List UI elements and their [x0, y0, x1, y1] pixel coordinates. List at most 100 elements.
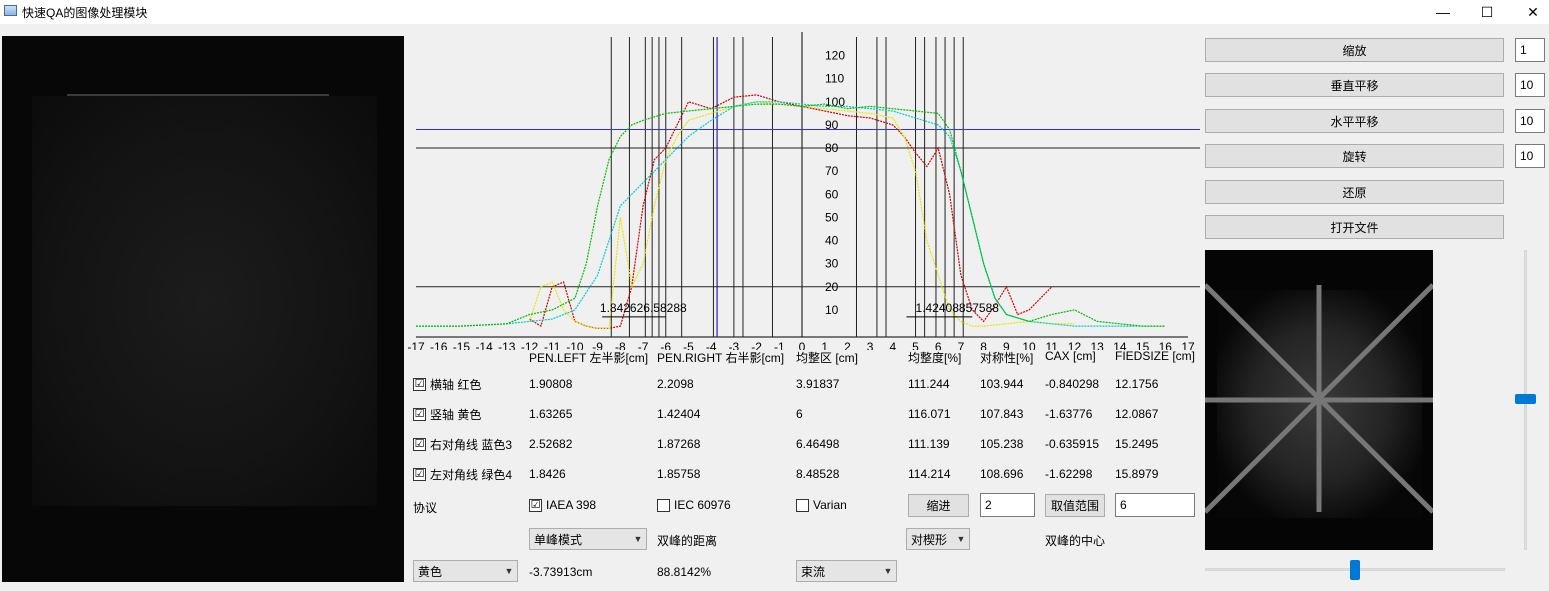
checkbox-box[interactable]: ☑: [529, 498, 542, 512]
indent-button[interactable]: 缩进: [908, 494, 969, 517]
vertical-shift-input[interactable]: 10: [1515, 73, 1545, 97]
open-file-button[interactable]: 打开文件: [1205, 215, 1504, 239]
row1-fieldsize: 12.1756: [1115, 377, 1159, 391]
vertical-slider-thumb[interactable]: [1515, 394, 1536, 404]
chevron-down-icon: ▼: [633, 534, 643, 544]
y-tick-label: 10: [825, 303, 839, 317]
header-cax: CAX [cm]: [1045, 349, 1096, 363]
window-title: 快速QA的图像处理模块: [22, 6, 148, 20]
row1-symmetry: 103.944: [980, 377, 1024, 391]
checkbox-iaea[interactable]: ☑ IAEA 398: [529, 498, 596, 512]
zoom-input[interactable]: 1: [1515, 38, 1545, 62]
horizontal-slider[interactable]: [1205, 560, 1505, 580]
row2-pen-left: 1.63265: [529, 407, 573, 421]
row3-flat-region: 6.46498: [796, 437, 840, 451]
checkbox-label: IEC 60976: [674, 498, 731, 512]
preview-svg: [1205, 250, 1433, 550]
horizontal-shift-input[interactable]: 10: [1515, 109, 1545, 133]
chevron-down-icon: ▼: [883, 566, 893, 576]
checkbox-label: 横轴 红色: [430, 378, 482, 392]
y-tick-label: 120: [825, 49, 845, 63]
checkbox-label: 右对角线 蓝色3: [430, 438, 513, 452]
wedge-value: 对楔形: [911, 532, 948, 547]
y-tick-label: 50: [825, 210, 839, 224]
profile-series-line: [416, 103, 1166, 327]
restore-button[interactable]: 还原: [1205, 180, 1504, 204]
row2-cax: -1.63776: [1045, 407, 1093, 421]
peak-mode-select[interactable]: 单峰模式 ▼: [529, 528, 647, 550]
checkbox-varian[interactable]: Varian: [796, 498, 847, 512]
rotate-button[interactable]: 旋转: [1205, 144, 1504, 168]
header-flat-region: 均整区 [cm]: [796, 351, 858, 365]
maximize-button[interactable]: ☐: [1480, 3, 1494, 20]
checkbox-box[interactable]: ☑: [413, 408, 426, 421]
range-input[interactable]: 6: [1115, 493, 1195, 517]
protocol-label: 协议: [413, 501, 438, 515]
checkbox-label: 左对角线 绿色4: [430, 468, 513, 482]
vertical-shift-button[interactable]: 垂直平移: [1205, 73, 1504, 97]
preview-image[interactable]: [1205, 250, 1433, 550]
y-tick-label: 30: [825, 257, 839, 271]
checkbox-box[interactable]: ☑: [413, 378, 426, 391]
chevron-down-icon: ▼: [956, 534, 966, 544]
x-tick-label: -17: [408, 340, 425, 350]
profile-series-line: [416, 101, 1166, 327]
color-select[interactable]: 黄色 ▼: [413, 560, 518, 582]
close-button[interactable]: ✕: [1527, 3, 1539, 20]
row3-fieldsize: 15.2495: [1115, 437, 1159, 451]
horizontal-shift-button[interactable]: 水平平移: [1205, 109, 1504, 133]
wedge-select[interactable]: 对楔形 ▼: [906, 528, 970, 550]
x-tick-label: -3: [729, 340, 740, 350]
checkbox-vertical-axis[interactable]: ☑ 竖轴 黄色: [413, 406, 481, 423]
film-image-view[interactable]: [2, 36, 404, 582]
range-button[interactable]: 取值范围: [1045, 494, 1105, 517]
beam-select[interactable]: 束流 ▼: [796, 560, 897, 582]
x-tick-label: 4: [889, 340, 896, 350]
row1-cax: -0.840298: [1045, 377, 1100, 391]
x-tick-label: -14: [475, 340, 493, 350]
row2-pen-right: 1.42404: [657, 407, 701, 421]
checkbox-box[interactable]: ☑: [413, 438, 426, 451]
y-tick-label: 90: [825, 118, 839, 132]
minimize-button[interactable]: —: [1436, 4, 1450, 20]
horizontal-slider-thumb[interactable]: [1350, 560, 1360, 580]
rotate-input[interactable]: 10: [1515, 144, 1545, 168]
checkbox-horizontal-axis[interactable]: ☑ 横轴 红色: [413, 376, 481, 393]
checkbox-box[interactable]: [657, 498, 670, 512]
row2-flatness: 116.071: [908, 407, 951, 421]
checkbox-label: Varian: [813, 498, 847, 512]
profile-chart-svg: -17 -16 -15 -14 -13 -12 -11 -10 -9 -8 -7 -6 -5 -4 -3 -2…: [407, 32, 1200, 354]
x-tick-label: -7: [638, 340, 649, 350]
x-tick-label: 5: [912, 340, 919, 350]
row3-pen-right: 1.87268: [657, 437, 701, 451]
checkbox-iec[interactable]: IEC 60976: [657, 498, 731, 512]
row2-flat-region: 6: [796, 407, 803, 421]
x-tick-label: -2: [751, 340, 762, 350]
vertical-slider[interactable]: [1515, 250, 1536, 550]
peak-center-label: 双峰的中心: [1045, 534, 1106, 548]
radiation-field-image: [32, 96, 377, 506]
checkbox-left-diagonal[interactable]: ☑ 左对角线 绿色4: [413, 466, 512, 483]
chevron-down-icon: ▼: [504, 566, 514, 576]
row4-pen-right: 1.85758: [657, 467, 701, 481]
indent-input[interactable]: 2: [980, 493, 1035, 517]
header-flatness: 均整度[%]: [908, 351, 962, 365]
beam-select-value: 束流: [801, 564, 826, 579]
zoom-button[interactable]: 缩放: [1205, 38, 1504, 62]
row2-symmetry: 107.843: [980, 407, 1024, 421]
right-penumbra-label: 1.42408857588: [916, 301, 1000, 315]
checkbox-box[interactable]: ☑: [413, 468, 426, 481]
row1-pen-right: 2.2098: [657, 377, 694, 391]
checkbox-box[interactable]: [796, 498, 809, 512]
offset-value: -3.73913cm: [529, 565, 593, 579]
row3-cax: -0.635915: [1045, 437, 1100, 451]
x-tick-label: -4: [706, 340, 717, 350]
y-tick-label: 70: [825, 164, 839, 178]
x-tick-label: 2: [844, 340, 851, 350]
x-tick-label: 1: [821, 340, 828, 350]
profile-chart: -17 -16 -15 -14 -13 -12 -11 -10 -9 -8 -7 -6 -5 -4 -3 -2…: [407, 32, 1200, 354]
checkbox-right-diagonal[interactable]: ☑ 右对角线 蓝色3: [413, 436, 512, 453]
x-tick-label: -8: [615, 340, 626, 350]
x-tick-label: 6: [935, 340, 942, 350]
row3-flatness: 111.139: [908, 437, 950, 451]
